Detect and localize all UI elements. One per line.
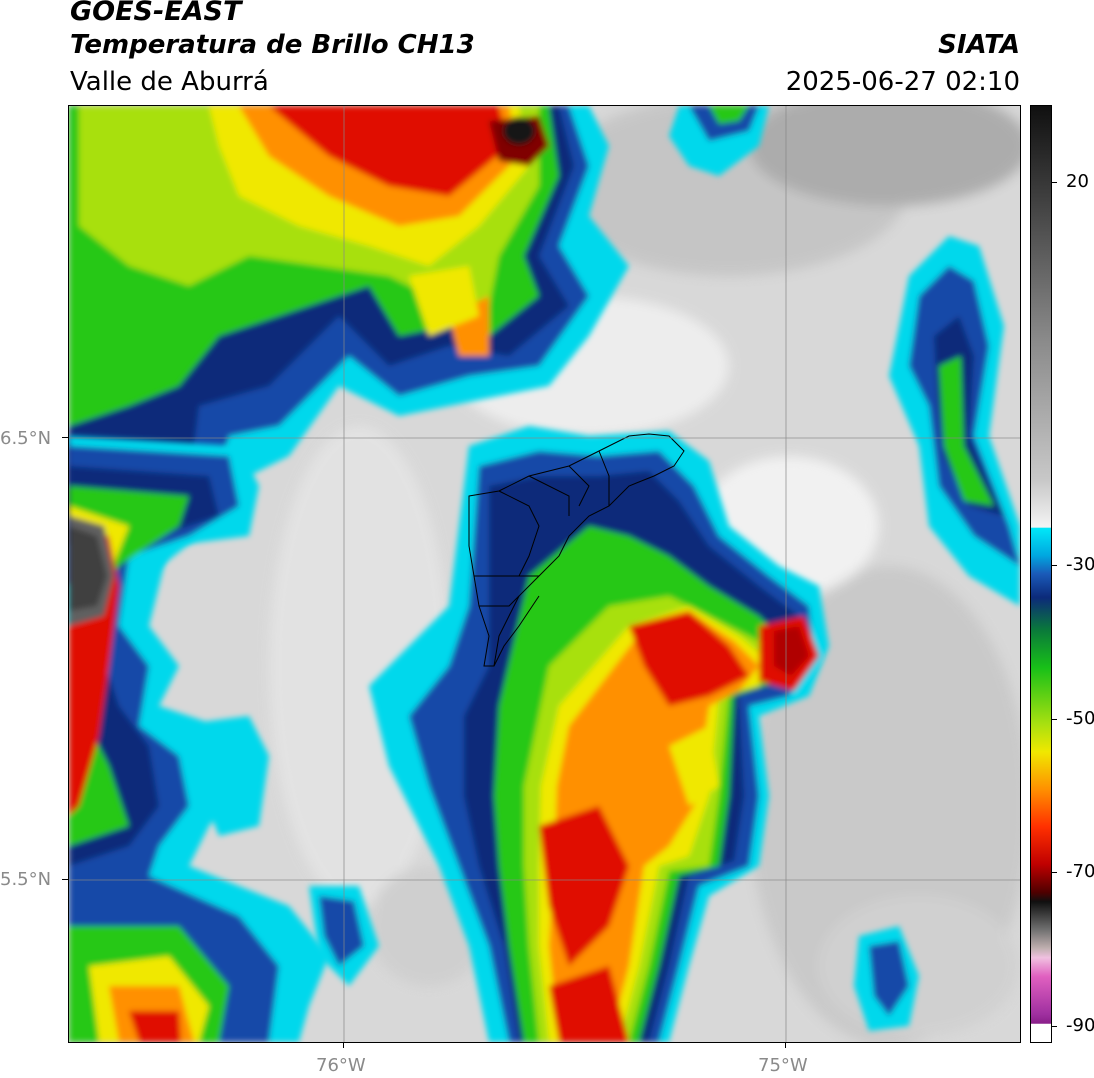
colorbar-tick-label: 20 xyxy=(1066,170,1089,192)
lat-tick-5-5n xyxy=(62,879,68,880)
lon-label-76w: 76°W xyxy=(316,1055,366,1076)
satellite-map[interactable] xyxy=(68,105,1021,1043)
colorbar-tick-label: -50 xyxy=(1066,707,1094,729)
colorbar xyxy=(1030,105,1052,1043)
aburra-municipality-outlines xyxy=(468,433,685,667)
colorbar-tick xyxy=(1051,872,1057,874)
lon-tick-76w xyxy=(343,1042,344,1048)
colorbar-tick xyxy=(1051,718,1057,720)
title-product: Temperatura de Brillo CH13 xyxy=(70,30,475,60)
lon-label-75w: 75°W xyxy=(758,1055,808,1076)
title-satellite: GOES-EAST xyxy=(70,0,242,27)
colorbar-tick-label: -70 xyxy=(1066,861,1094,883)
lat-tick-6-5n xyxy=(62,437,68,438)
colorbar-tick-label: -90 xyxy=(1066,1014,1094,1036)
graticule xyxy=(69,106,1020,1042)
colorbar-tick-label: -30 xyxy=(1066,554,1094,576)
brightness-temperature-field xyxy=(69,106,1020,1042)
lat-label-6-5n: 6.5°N xyxy=(0,428,52,449)
colorbar-tick xyxy=(1051,181,1057,183)
colorbar-tick xyxy=(1051,1025,1057,1027)
datetime-label: 2025-06-27 02:10 xyxy=(785,67,1020,97)
lon-tick-75w xyxy=(785,1042,786,1048)
lat-label-5-5n: 5.5°N xyxy=(0,869,52,890)
colorbar-gradient xyxy=(1031,106,1051,1042)
organization-label: SIATA xyxy=(938,30,1020,60)
title-region: Valle de Aburrá xyxy=(70,67,269,97)
colorbar-tick xyxy=(1051,565,1057,567)
